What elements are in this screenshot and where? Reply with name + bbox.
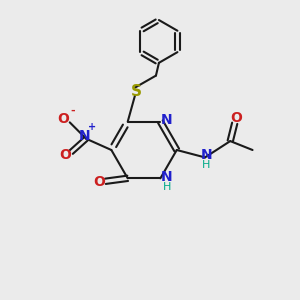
Text: -: - (70, 106, 75, 116)
Text: O: O (57, 112, 69, 126)
Text: +: + (88, 122, 96, 132)
Text: N: N (161, 170, 173, 184)
Text: N: N (201, 148, 212, 162)
Text: O: O (230, 111, 242, 125)
Text: N: N (79, 129, 90, 143)
Text: H: H (163, 182, 171, 192)
Text: S: S (130, 85, 142, 100)
Text: O: O (93, 175, 105, 189)
Text: H: H (202, 160, 211, 170)
Text: N: N (161, 113, 173, 127)
Text: O: O (59, 148, 70, 162)
